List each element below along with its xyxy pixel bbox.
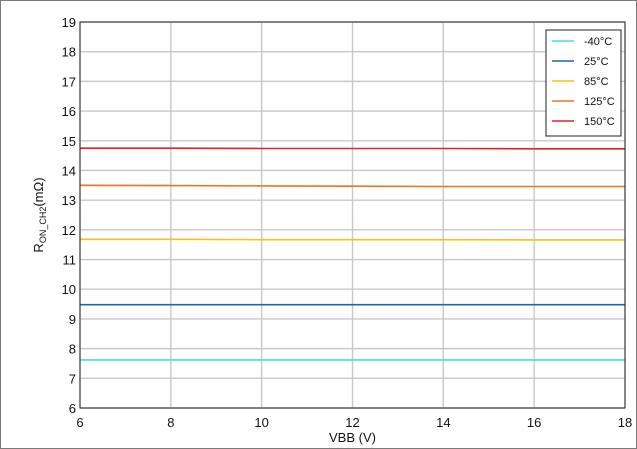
legend-label: 25°C xyxy=(584,56,609,68)
x-axis-ticks: 6 8 10 12 14 16 18 xyxy=(76,415,632,430)
x-axis-label: VBB (V) xyxy=(329,430,376,445)
x-tick-label: 18 xyxy=(618,415,632,430)
series-line xyxy=(79,184,625,188)
series-line xyxy=(80,147,625,150)
y-tick-label: 19 xyxy=(62,15,76,30)
series-group xyxy=(79,147,625,361)
y-tick-label: 6 xyxy=(69,401,76,416)
y-tick-label: 10 xyxy=(62,282,76,297)
y-tick-label: 18 xyxy=(62,45,76,60)
y-axis-ticks: 6 7 8 9 10 11 12 13 14 15 16 17 18 19 xyxy=(62,15,76,416)
y-axis-label-subscript: ON_CH2 xyxy=(38,207,48,244)
y-tick-label: 9 xyxy=(69,312,76,327)
x-tick-label: 12 xyxy=(345,415,359,430)
plot-border xyxy=(79,21,626,409)
y-tick-label: 8 xyxy=(69,342,76,357)
series-line xyxy=(80,238,625,241)
y-axis-label: RON_CH2(mΩ) xyxy=(31,177,48,252)
y-tick-label: 14 xyxy=(62,163,76,178)
y-tick-label: 11 xyxy=(63,253,77,268)
y-tick-label: 12 xyxy=(62,223,76,238)
x-tick-label: 16 xyxy=(527,415,541,430)
y-axis-label-main: R xyxy=(31,243,46,252)
y-tick-label: 17 xyxy=(62,74,76,89)
y-tick-label: 7 xyxy=(69,371,76,386)
legend-label: 125°C xyxy=(584,96,615,108)
legend-label: -40°C xyxy=(584,36,612,48)
legend-label: 85°C xyxy=(584,76,609,88)
x-tick-label: 14 xyxy=(436,415,450,430)
y-axis-label-unit: (mΩ) xyxy=(31,177,46,206)
legend-label: 150°C xyxy=(584,116,615,128)
y-tick-label: 16 xyxy=(62,104,76,119)
x-tick-label: 8 xyxy=(167,415,174,430)
y-tick-label: 15 xyxy=(62,134,76,149)
legend: -40°C 25°C 85°C 125°C 150°C xyxy=(545,29,622,137)
y-tick-label: 13 xyxy=(62,193,76,208)
x-tick-label: 6 xyxy=(76,415,83,430)
legend-box xyxy=(545,29,622,137)
x-tick-label: 10 xyxy=(254,415,268,430)
